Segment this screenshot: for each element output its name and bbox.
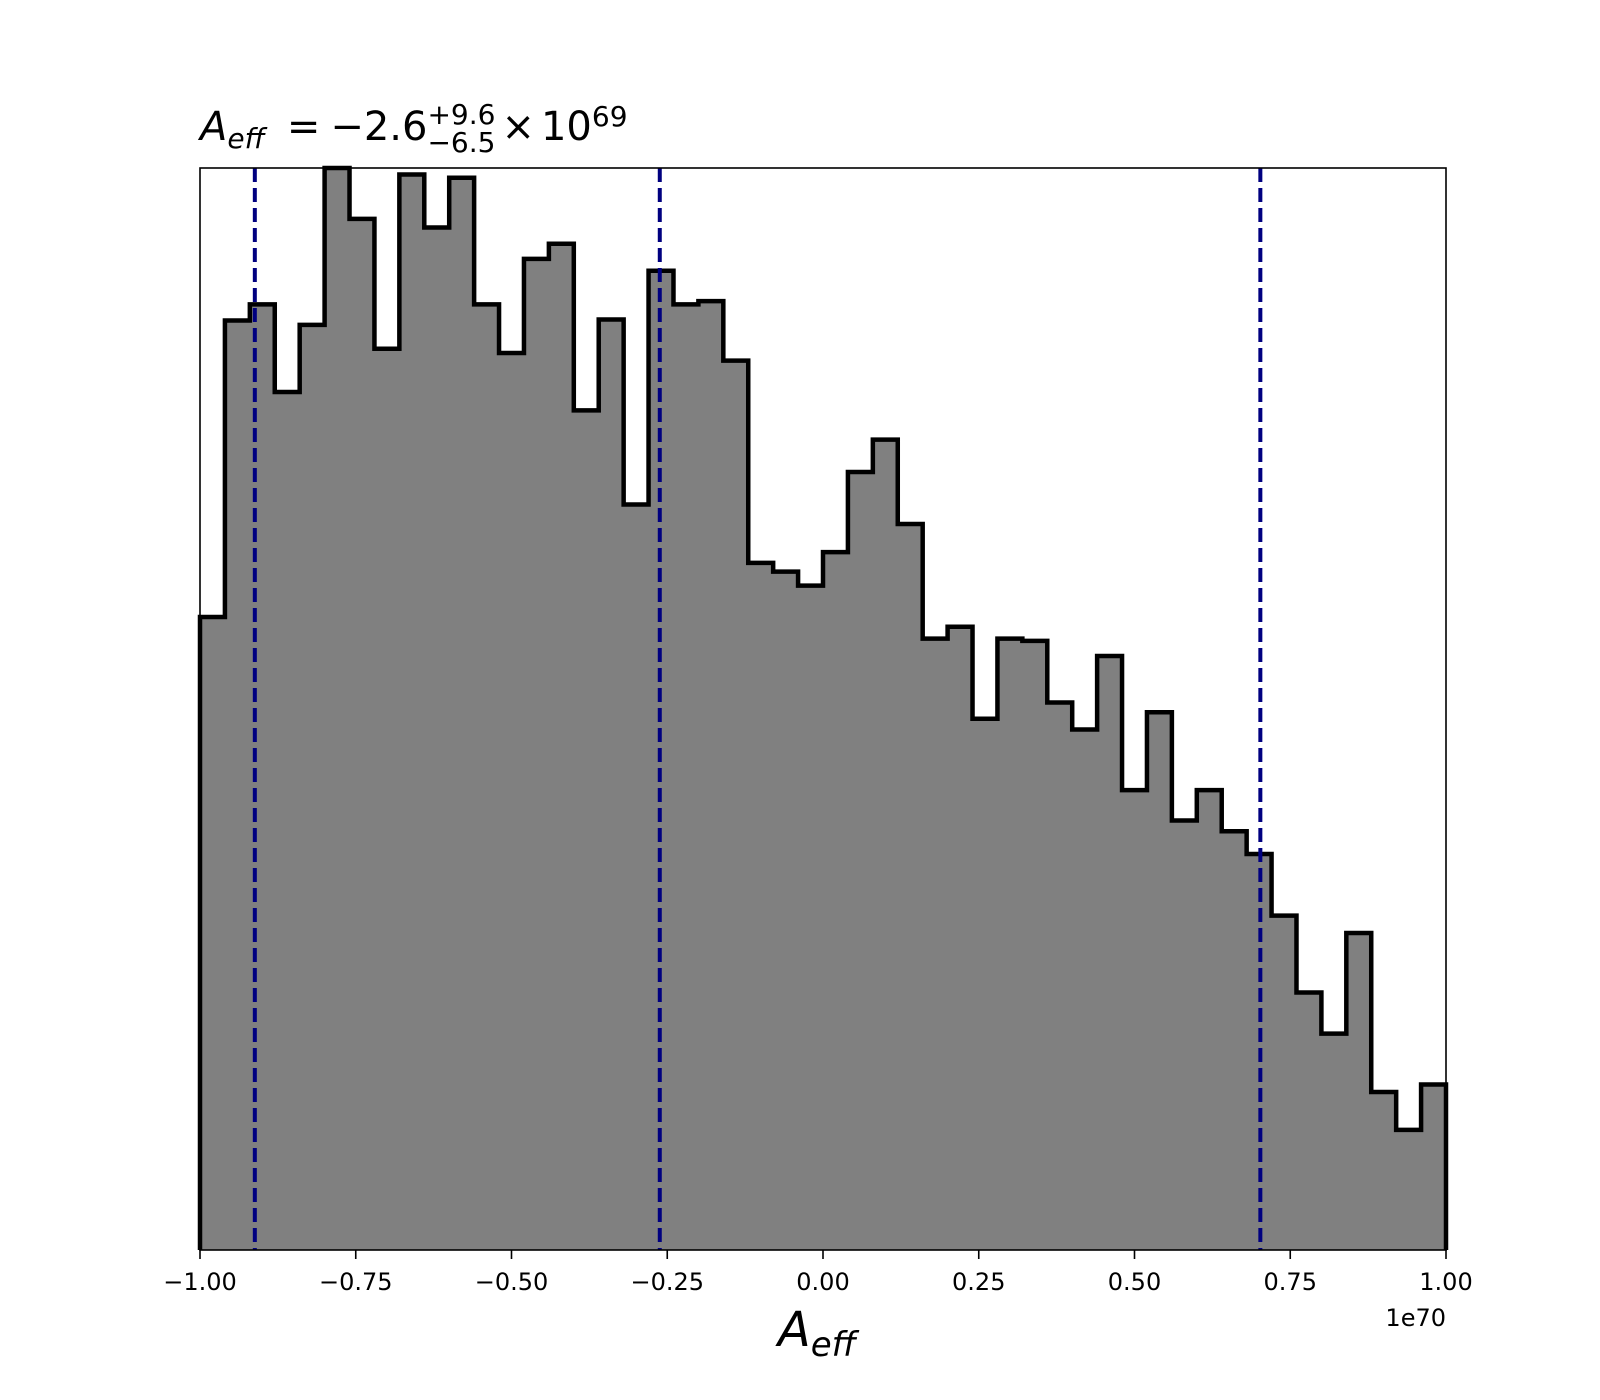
histogram-bin — [523, 258, 550, 1250]
chart-title: Aeff = −2.6+9.6 −6.5 × 1069 — [197, 98, 628, 159]
x-tick-label: −0.25 — [630, 1268, 704, 1296]
histogram-bars — [197, 165, 1449, 1251]
title-median: −2.6 — [330, 104, 427, 150]
histogram-bin — [548, 243, 575, 1251]
x-tick-label: 0.50 — [1108, 1268, 1161, 1296]
histogram-bin — [224, 320, 251, 1250]
histogram-bin — [773, 571, 799, 1250]
histogram-bin — [349, 218, 376, 1250]
title-equals: = — [287, 104, 321, 150]
x-axis-ticks: −1.00 −0.75 −0.50 −0.25 0.00 0.25 0.50 0.75 1.00 — [163, 1250, 1473, 1296]
histogram-bin — [748, 562, 774, 1250]
x-tick-label: 0.00 — [796, 1268, 849, 1296]
histogram-bin — [598, 319, 625, 1251]
quantile-lines — [252, 168, 1263, 1250]
histogram-bin — [374, 348, 400, 1251]
x-axis-label: Aeff — [775, 1302, 860, 1365]
histogram-bin — [872, 439, 899, 1250]
histogram-bin — [698, 301, 724, 1250]
x-tick-label: 0.25 — [952, 1268, 1005, 1296]
x-tick-label: −0.75 — [319, 1268, 393, 1296]
histogram-bin — [1097, 655, 1123, 1250]
title-symbol-subscript: eff — [227, 122, 267, 155]
histogram-bin — [922, 638, 949, 1250]
histogram-bin — [673, 304, 699, 1250]
histogram-bin — [723, 360, 749, 1250]
x-tick-label: −0.50 — [475, 1268, 549, 1296]
histogram-bin — [399, 174, 425, 1251]
title-symbol: A — [197, 104, 227, 150]
histogram-bin — [474, 304, 500, 1250]
histogram-bin — [424, 227, 450, 1250]
histogram-bin — [200, 617, 226, 1250]
histogram-bin — [1421, 1084, 1447, 1250]
x-axis-label-symbol: A — [775, 1302, 811, 1358]
histogram-bin — [299, 324, 326, 1250]
x-tick-label: 1.00 — [1419, 1268, 1472, 1296]
histogram-bin — [324, 168, 351, 1250]
x-tick-label: 0.75 — [1264, 1268, 1317, 1296]
histogram-bin — [847, 472, 874, 1250]
title-upper-error: +9.6 — [427, 98, 495, 131]
x-tick-label: −1.00 — [163, 1268, 237, 1296]
histogram-bin — [947, 626, 974, 1250]
histogram-bin — [997, 638, 1023, 1250]
histogram-bin — [1271, 915, 1298, 1250]
histogram-bin — [1022, 640, 1048, 1250]
histogram-bin — [1146, 712, 1173, 1250]
histogram-bin — [274, 391, 301, 1250]
title-exponent: 69 — [592, 100, 628, 133]
histogram-bin — [1122, 790, 1148, 1250]
histogram-bin — [823, 552, 849, 1250]
histogram-bin — [1321, 1033, 1347, 1250]
histogram-bin — [972, 718, 999, 1250]
histogram-bin — [1396, 1129, 1422, 1250]
histogram-bin — [1296, 992, 1322, 1250]
title-times: × — [501, 104, 535, 150]
title-lower-error: −6.5 — [427, 126, 495, 159]
histogram-bin — [449, 177, 475, 1250]
title-base: 10 — [541, 104, 592, 150]
histogram-bin — [623, 504, 650, 1250]
histogram-bin — [1171, 820, 1198, 1250]
histogram-outline — [197, 165, 1449, 1250]
histogram-bin — [897, 523, 924, 1250]
histogram-bin — [1196, 790, 1223, 1250]
histogram-bin — [499, 353, 525, 1251]
x-axis-offset-label: 1e70 — [1385, 1304, 1446, 1332]
histogram-bin — [1072, 729, 1098, 1250]
histogram-bin — [573, 410, 600, 1250]
histogram-bin — [1047, 702, 1073, 1250]
histogram-bin — [1371, 1092, 1397, 1250]
x-axis-label-subscript: eff — [811, 1325, 860, 1365]
histogram-bin — [798, 585, 824, 1250]
histogram-bin — [1346, 932, 1372, 1250]
histogram-bin — [1221, 831, 1248, 1250]
